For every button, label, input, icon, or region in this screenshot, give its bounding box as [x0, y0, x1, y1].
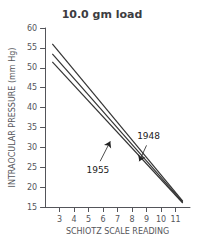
svg-text:11: 11: [170, 215, 180, 224]
svg-text:8: 8: [129, 215, 134, 224]
svg-text:50: 50: [27, 63, 37, 72]
svg-text:45: 45: [27, 83, 37, 92]
svg-text:30: 30: [27, 143, 37, 152]
svg-text:10: 10: [156, 215, 166, 224]
svg-text:20: 20: [27, 183, 37, 192]
svg-text:3: 3: [57, 215, 62, 224]
svg-text:5: 5: [86, 215, 91, 224]
svg-text:7: 7: [115, 215, 120, 224]
svg-text:10.0 gm load: 10.0 gm load: [62, 8, 143, 21]
svg-text:60: 60: [27, 24, 37, 33]
svg-text:1955: 1955: [86, 165, 109, 175]
svg-text:SCHIOTZ SCALE READING: SCHIOTZ SCALE READING: [66, 227, 169, 236]
svg-text:40: 40: [27, 103, 37, 112]
svg-text:55: 55: [27, 43, 37, 52]
svg-text:35: 35: [27, 123, 37, 132]
svg-text:15: 15: [27, 203, 37, 212]
svg-text:6: 6: [101, 215, 106, 224]
svg-text:25: 25: [27, 163, 37, 172]
svg-text:9: 9: [144, 215, 149, 224]
svg-text:1948: 1948: [137, 131, 160, 141]
svg-text:INTRAOCULAR PRESSURE (mm Hg): INTRAOCULAR PRESSURE (mm Hg): [8, 48, 17, 188]
svg-text:4: 4: [72, 215, 77, 224]
